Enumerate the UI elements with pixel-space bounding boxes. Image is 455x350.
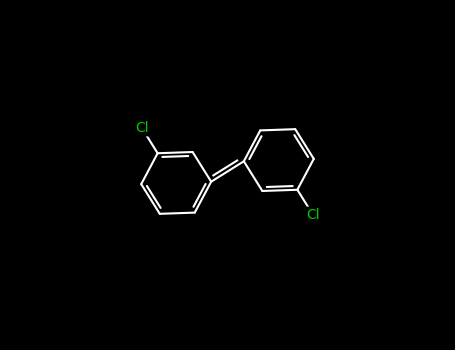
Text: Cl: Cl — [306, 208, 320, 222]
Text: Cl: Cl — [135, 121, 149, 135]
